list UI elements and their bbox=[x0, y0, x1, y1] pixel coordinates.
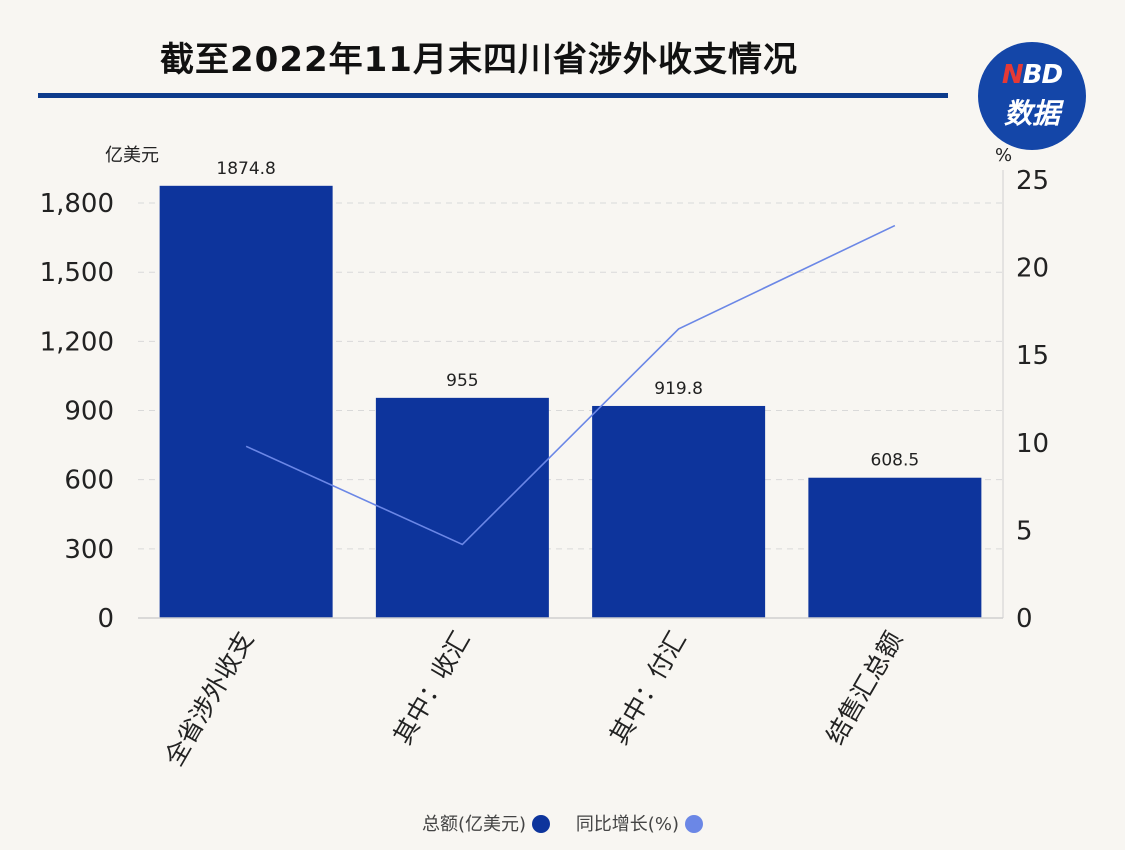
y-right-tick-label: 15 bbox=[1016, 341, 1049, 371]
category-label: 其中：收汇 bbox=[388, 627, 476, 750]
growth-line bbox=[245, 224, 896, 546]
y-left-tick-label: 900 bbox=[64, 397, 114, 427]
bar-0 bbox=[159, 185, 333, 618]
bar-data-label: 955 bbox=[446, 371, 478, 391]
y-right-tick-label: 20 bbox=[1016, 254, 1049, 284]
logo-wordmark: NBD bbox=[1001, 60, 1063, 90]
legend-label-growth: 同比增长(%) bbox=[575, 814, 679, 835]
y-right-unit-label: % bbox=[995, 145, 1012, 166]
logo-subtitle: 数据 bbox=[1003, 97, 1060, 130]
bars bbox=[159, 185, 982, 618]
y-left-tick-label: 1,500 bbox=[40, 258, 114, 288]
y-left-tick-label: 1,200 bbox=[40, 327, 114, 357]
chart-title: 截至2022年11月末四川省涉外收支情况 bbox=[160, 40, 798, 80]
legend: 总额(亿美元) 同比增长(%) bbox=[0, 810, 1125, 836]
y-right-tick-label: 0 bbox=[1016, 604, 1033, 634]
axes: 0 300 600 900 1,200 1,500 1,800 0 5 10 15 20 25 亿美元% bbox=[40, 145, 1050, 634]
bar-1 bbox=[375, 397, 549, 618]
y-right-tick-label: 5 bbox=[1016, 516, 1033, 546]
legend-swatch-total bbox=[532, 815, 551, 833]
legend-label-total: 总额(亿美元) bbox=[422, 814, 527, 835]
y-right-tick-label: 25 bbox=[1016, 166, 1049, 196]
legend-swatch-growth bbox=[684, 815, 703, 833]
bar-3 bbox=[808, 477, 982, 618]
nbd-logo: NBD 数据 bbox=[978, 42, 1086, 150]
y-right-tick-label: 10 bbox=[1016, 429, 1049, 459]
legend-item-total[interactable]: 总额(亿美元) bbox=[422, 810, 551, 836]
bar-2 bbox=[592, 405, 766, 618]
category-label: 全省涉外收支 bbox=[159, 627, 259, 771]
bar-data-label: 1874.8 bbox=[216, 159, 275, 179]
category-label: 其中：付汇 bbox=[604, 627, 692, 750]
y-left-tick-label: 600 bbox=[64, 466, 114, 496]
title-rule bbox=[38, 93, 948, 98]
y-left-tick-label: 0 bbox=[97, 604, 114, 634]
growth-line-path bbox=[245, 224, 896, 546]
bar-data-label: 608.5 bbox=[871, 451, 920, 471]
y-left-unit-label: 亿美元 bbox=[105, 145, 159, 166]
legend-item-growth[interactable]: 同比增长(%) bbox=[576, 810, 703, 836]
bar-line-chart: 03006009001,2001,5001,8000510152025亿美元% … bbox=[40, 145, 1050, 771]
bar-data-label: 919.8 bbox=[654, 379, 703, 399]
category-label: 结售汇总额 bbox=[820, 627, 908, 750]
y-left-tick-label: 1,800 bbox=[40, 189, 114, 219]
y-left-tick-label: 300 bbox=[64, 535, 114, 565]
